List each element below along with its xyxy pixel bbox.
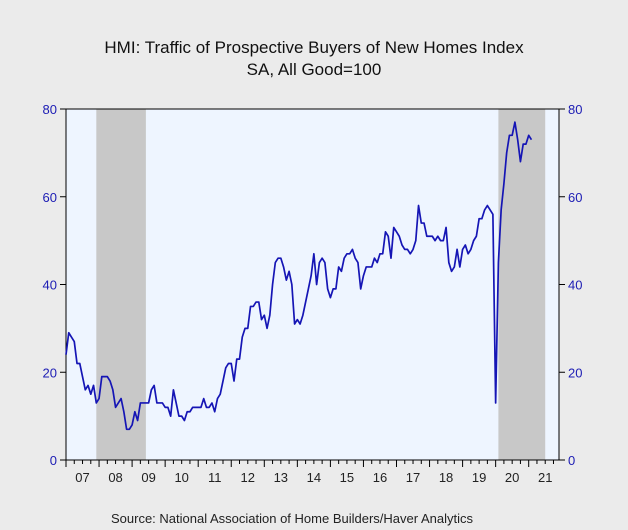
source-note: Source: National Association of Home Bui…: [111, 511, 474, 526]
x-tick-label-14: 14: [307, 470, 321, 485]
y-tick-label-left-60: 60: [43, 190, 57, 205]
x-tick-label-09: 09: [141, 470, 155, 485]
y-tick-label-right-40: 40: [568, 278, 582, 293]
x-tick-label-07: 07: [75, 470, 89, 485]
plot-area: 0 0 20 20 40 40 60 60 80 80 07 08 09 10 11 12 13 14 15 16 17…: [43, 102, 583, 485]
chart-title: HMI: Traffic of Prospective Buyers of Ne…: [104, 38, 524, 57]
x-tick-label-20: 20: [505, 470, 519, 485]
x-tick-label-08: 08: [108, 470, 122, 485]
y-tick-label-left-0: 0: [50, 453, 57, 468]
x-tick-label-17: 17: [406, 470, 420, 485]
y-tick-label-right-60: 60: [568, 190, 582, 205]
y-tick-label-left-40: 40: [43, 278, 57, 293]
x-tick-label-11: 11: [208, 470, 222, 485]
recession-band-1: [96, 109, 146, 460]
y-tick-label-right-0: 0: [568, 453, 575, 468]
x-tick-label-10: 10: [174, 470, 188, 485]
y-tick-label-right-20: 20: [568, 365, 582, 380]
chart-subtitle: SA, All Good=100: [247, 60, 382, 79]
y-tick-label-right-80: 80: [568, 102, 582, 117]
x-tick-label-13: 13: [274, 470, 288, 485]
x-tick-label-19: 19: [472, 470, 486, 485]
x-tick-label-16: 16: [373, 470, 387, 485]
x-tick-label-12: 12: [241, 470, 255, 485]
x-tick-label-15: 15: [340, 470, 354, 485]
y-tick-label-left-80: 80: [43, 102, 57, 117]
y-tick-label-left-20: 20: [43, 365, 57, 380]
x-tick-label-21: 21: [538, 470, 552, 485]
x-tick-label-18: 18: [439, 470, 453, 485]
series-line-1: [65, 121, 533, 431]
